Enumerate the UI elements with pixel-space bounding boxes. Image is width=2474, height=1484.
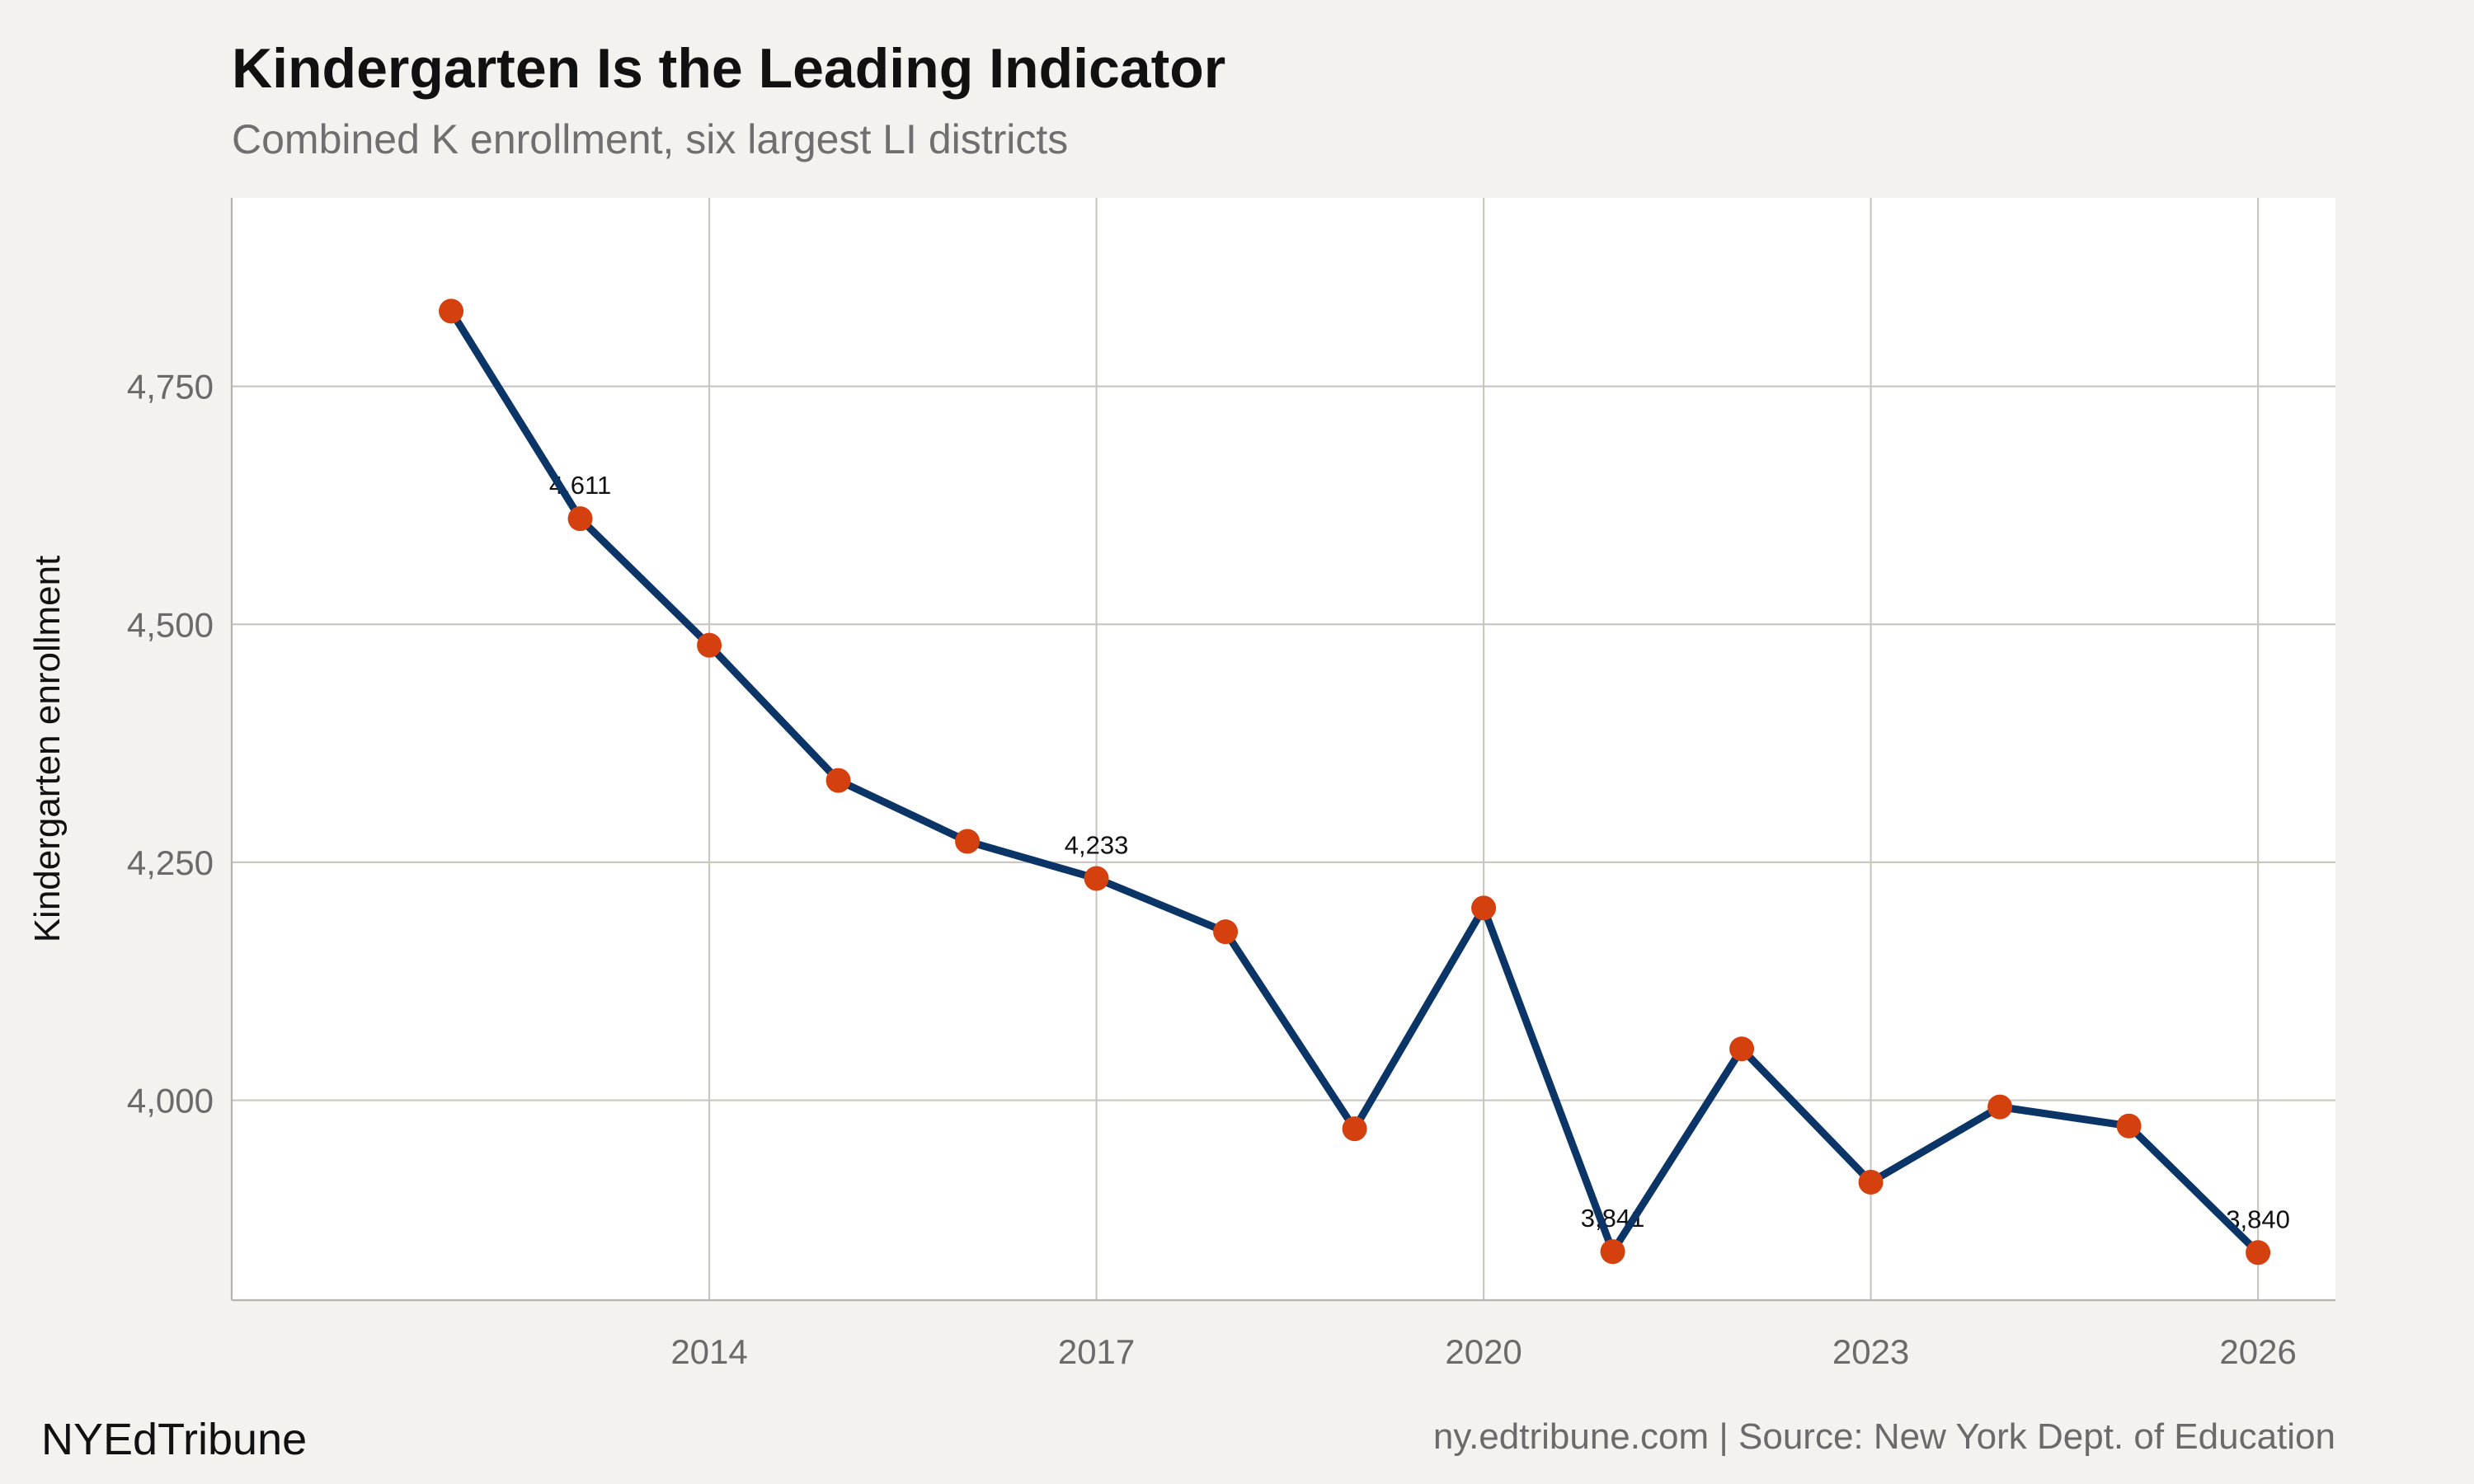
- plot-panel: [232, 198, 2335, 1300]
- x-tick-label: 2014: [670, 1332, 747, 1371]
- x-tick-label: 2020: [1445, 1332, 1522, 1371]
- y-axis-title: Kindergarten enrollment: [27, 556, 68, 943]
- data-label: 4,233: [1065, 831, 1129, 860]
- data-point: [1987, 1094, 2013, 1120]
- grid-layer: [232, 198, 2335, 1300]
- y-tick-label: 4,000: [127, 1082, 214, 1120]
- data-point: [1471, 895, 1497, 921]
- chart-subtitle: Combined K enrollment, six largest LI di…: [232, 116, 1069, 162]
- chart-title: Kindergarten Is the Leading Indicator: [232, 37, 1226, 100]
- x-tick-label: 2017: [1058, 1332, 1135, 1371]
- data-point: [2246, 1240, 2271, 1266]
- data-point: [567, 506, 593, 532]
- data-point: [1084, 866, 1109, 891]
- source-credit: ny.edtribune.com | Source: New York Dept…: [1432, 1416, 2335, 1457]
- y-tick-label: 4,250: [127, 843, 214, 882]
- data-point: [1729, 1036, 1755, 1062]
- data-point: [1858, 1169, 1884, 1195]
- data-point: [1600, 1239, 1625, 1265]
- y-tick-label: 4,500: [127, 605, 214, 644]
- series-layer: [439, 298, 2271, 1266]
- data-point: [697, 632, 722, 658]
- y-tick-label: 4,750: [127, 368, 214, 406]
- data-point: [2116, 1113, 2142, 1139]
- brand-name: NYEdTribune: [41, 1415, 308, 1464]
- x-tick-label: 2023: [1832, 1332, 1909, 1371]
- axes-layer: 4,000 4,250 4,500 4,750 2014 2017 2020 2023 2026…: [27, 198, 2335, 1371]
- data-point: [1213, 919, 1239, 945]
- data-point: [955, 829, 981, 854]
- data-point: [1342, 1116, 1367, 1142]
- data-point: [825, 768, 851, 793]
- x-tick-label: 2026: [2219, 1332, 2296, 1371]
- data-point: [439, 298, 464, 324]
